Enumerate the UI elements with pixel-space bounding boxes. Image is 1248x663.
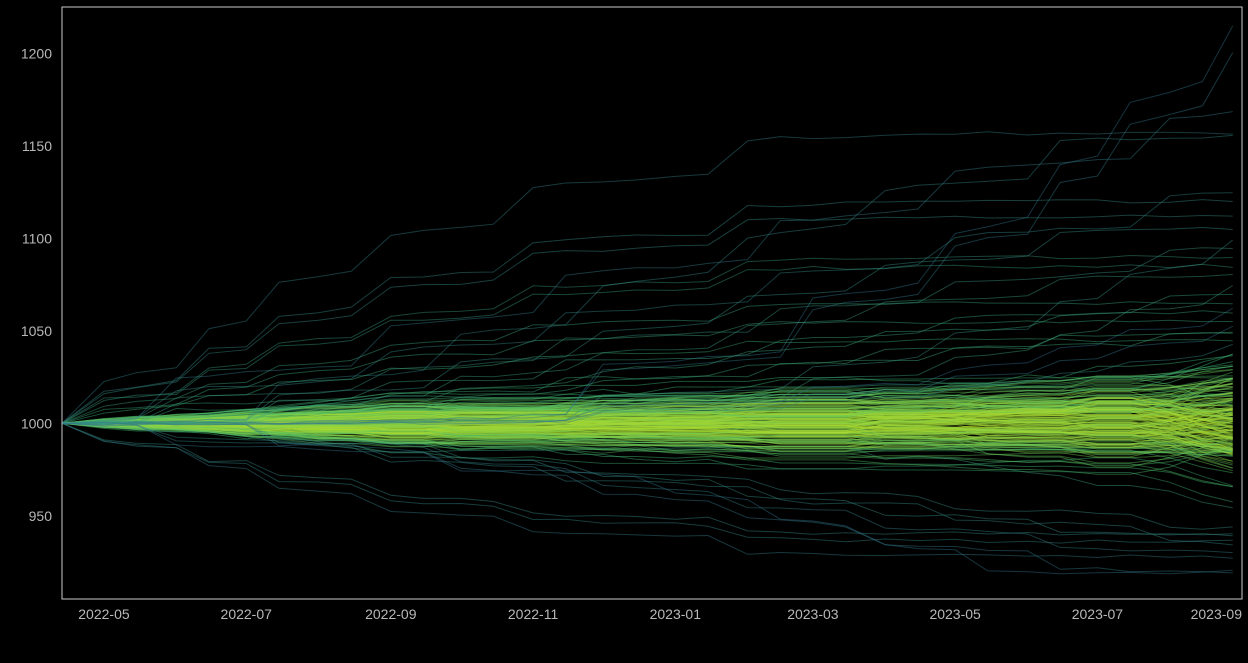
x-tick-label: 2023-01 (650, 606, 702, 622)
y-tick-label: 1150 (22, 138, 52, 154)
chart-svg: 950 1000 1050 1100 1150 1200 2022-05 2022-07 202… (0, 0, 1248, 663)
y-tick-label: 1200 (21, 45, 52, 61)
x-tick-label: 2023-05 (929, 606, 981, 622)
x-tick-label: 2023-07 (1072, 606, 1124, 622)
x-tick-label: 2022-09 (365, 606, 417, 622)
y-tick-label: 1100 (22, 230, 52, 246)
x-tick-label: 2023-09 (1191, 606, 1243, 622)
y-tick-label: 1050 (21, 323, 52, 339)
x-tick-label: 2022-05 (78, 606, 130, 622)
x-tick-label: 2023-03 (787, 606, 839, 622)
y-tick-label: 1000 (21, 415, 52, 431)
y-tick-label: 950 (29, 508, 53, 524)
x-tick-label: 2022-11 (508, 606, 559, 622)
line-chart: 950 1000 1050 1100 1150 1200 2022-05 2022-07 202… (0, 0, 1248, 663)
x-tick-label: 2022-07 (221, 606, 273, 622)
